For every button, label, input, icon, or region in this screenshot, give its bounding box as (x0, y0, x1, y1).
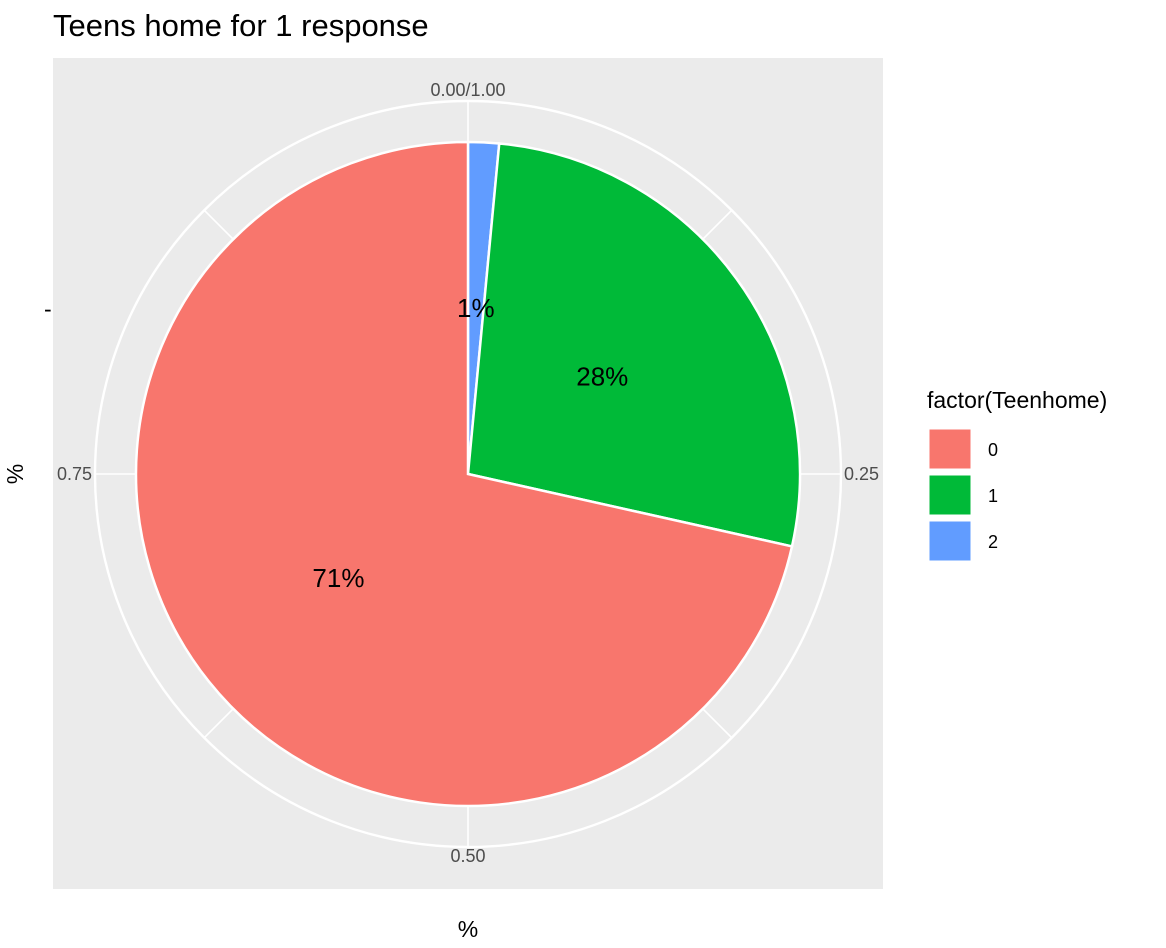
angle-tick-label: 0.50 (450, 846, 485, 866)
legend-label-0: 0 (988, 440, 998, 460)
angle-tick-labels: 0.00/1.00 0.25 0.50 0.75 (57, 80, 879, 866)
legend-label-2: 2 (988, 532, 998, 552)
angle-tick-label: 0.75 (57, 464, 92, 484)
x-axis-title: % (458, 916, 478, 942)
pie-slices (134, 140, 802, 808)
slice-label-1: 28% (576, 361, 628, 391)
pie-slice-1 (466, 142, 802, 548)
legend-title: factor(Teenhome) (927, 387, 1107, 413)
slice-label-0: 71% (312, 563, 364, 593)
angle-tick-label: 0.00/1.00 (430, 80, 505, 100)
slice-labels: 1% 28% 71% (312, 293, 628, 593)
legend-items: 0 1 2 (928, 428, 998, 562)
y-axis-tick-label: - (44, 296, 52, 322)
legend: factor(Teenhome) 0 1 2 (927, 387, 1107, 562)
pie-slice-0 (134, 140, 794, 808)
angle-tick-label: 0.25 (844, 464, 879, 484)
legend-key-0 (928, 428, 972, 470)
slice-label-2: 1% (457, 293, 495, 323)
legend-label-1: 1 (988, 486, 998, 506)
legend-key-1 (928, 474, 972, 516)
legend-key-2 (928, 520, 972, 562)
y-axis-title: % (2, 464, 28, 484)
chart-title: Teens home for 1 response (53, 8, 429, 43)
